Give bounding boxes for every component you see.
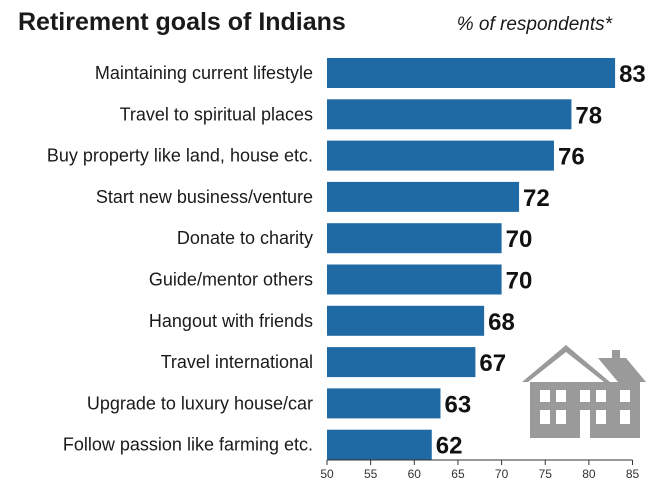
- x-tick-label: 70: [495, 467, 509, 481]
- category-label: Travel international: [161, 352, 313, 372]
- bar: [327, 264, 502, 295]
- value-label: 70: [506, 226, 533, 253]
- bar: [327, 58, 616, 88]
- value-label: 62: [436, 433, 463, 460]
- x-tick-label: 55: [364, 467, 378, 481]
- house-icon: [522, 345, 646, 438]
- value-label: 78: [575, 102, 602, 129]
- bar: [327, 140, 554, 171]
- category-label: Guide/mentor others: [149, 270, 313, 290]
- category-label: Buy property like land, house etc.: [47, 146, 313, 166]
- x-tick-label: 75: [539, 467, 553, 481]
- x-tick-label: 60: [408, 467, 422, 481]
- value-label: 63: [444, 391, 471, 418]
- category-label: Upgrade to luxury house/car: [87, 393, 313, 413]
- value-label: 83: [619, 61, 646, 88]
- value-label: 70: [506, 268, 533, 295]
- category-label: Donate to charity: [177, 228, 313, 248]
- x-tick-label: 85: [626, 467, 640, 481]
- category-label: Hangout with friends: [149, 311, 313, 331]
- value-label: 67: [479, 350, 506, 377]
- value-label: 72: [523, 185, 550, 212]
- bar: [327, 223, 502, 254]
- bar: [327, 305, 485, 336]
- bar: [327, 99, 572, 130]
- category-label: Travel to spiritual places: [120, 104, 313, 124]
- value-label: 76: [558, 144, 585, 171]
- chart-title: Retirement goals of Indians: [18, 8, 346, 36]
- value-label: 68: [488, 309, 515, 336]
- bar: [327, 429, 432, 460]
- x-tick-label: 65: [451, 467, 465, 481]
- bar: [327, 181, 520, 212]
- x-tick-label: 80: [582, 467, 596, 481]
- category-label: Maintaining current lifestyle: [95, 63, 313, 83]
- category-label: Follow passion like farming etc.: [63, 435, 313, 455]
- x-tick-label: 50: [320, 467, 334, 481]
- chart-subtitle: % of respondents*: [457, 14, 613, 35]
- x-axis: 50 55 60 65 70 75 80 85: [320, 459, 640, 481]
- bar: [327, 347, 476, 378]
- category-label: Start new business/venture: [96, 187, 313, 207]
- bars: Maintaining current lifestyle 83 Travel to…: [47, 58, 646, 460]
- bar: [327, 388, 441, 419]
